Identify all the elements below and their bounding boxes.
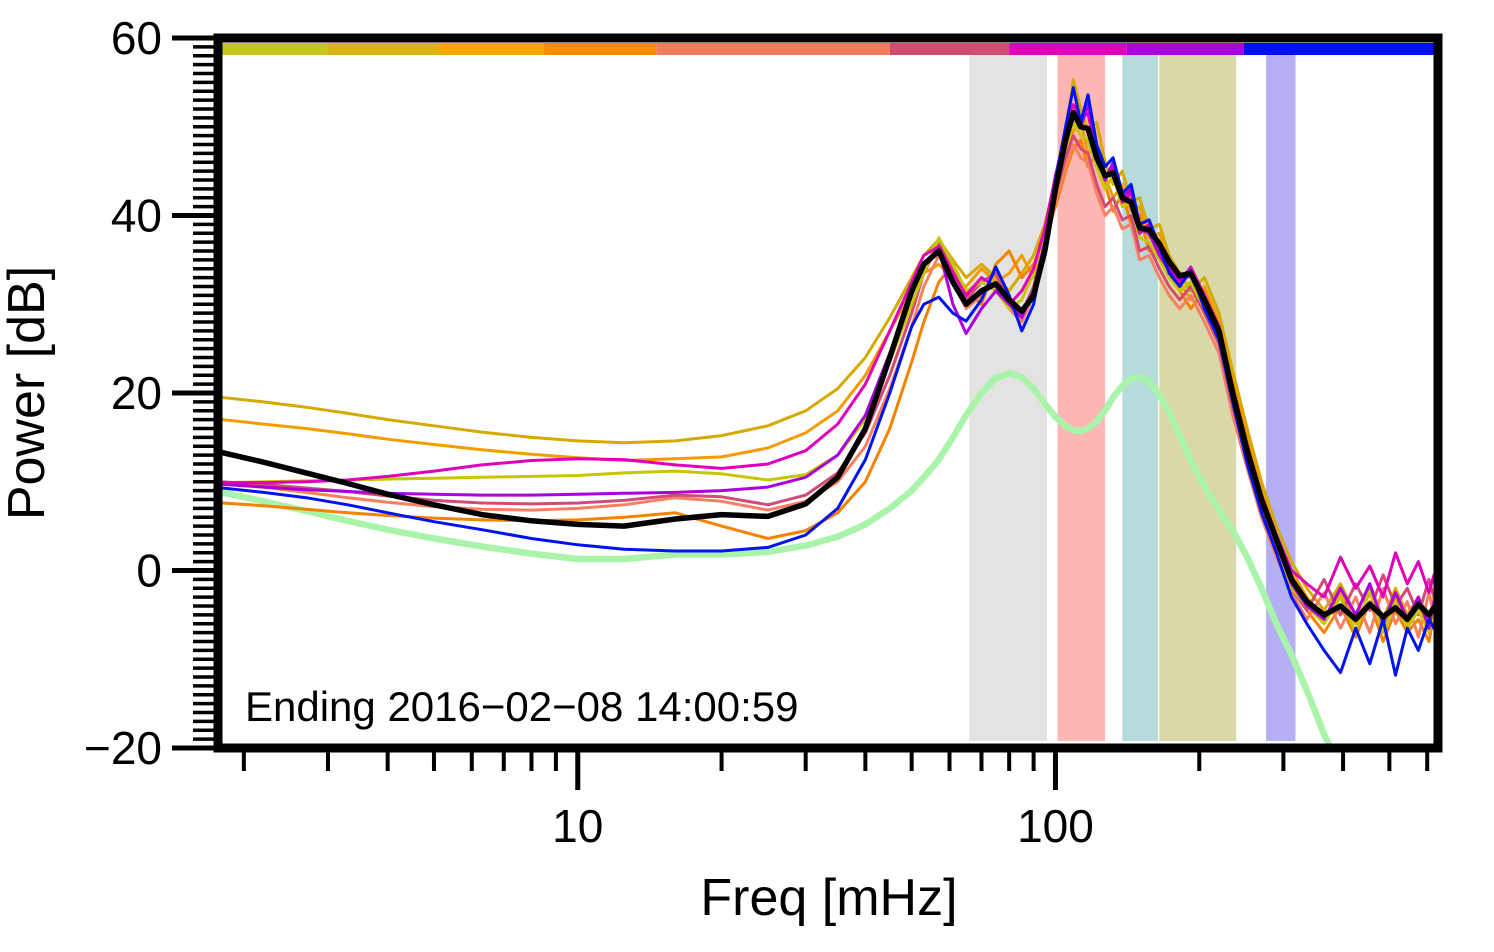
y-axis-title: Power [dB]: [0, 266, 56, 520]
x-tick-label: 100: [1017, 800, 1094, 852]
annotation-ending-time: Ending 2016−02−08 14:00:59: [245, 683, 799, 730]
series-purple-line: [222, 103, 1434, 630]
series-crimson-line: [222, 134, 1434, 617]
top-color-bar: [222, 43, 1434, 55]
band-teal: [1122, 55, 1159, 741]
series-salmon-line: [222, 143, 1434, 639]
series-gold-line: [222, 78, 1434, 621]
spectrum-curves: [222, 78, 1434, 744]
colorbar-segment: [656, 43, 890, 55]
series-yellow-green-line: [222, 120, 1434, 635]
y-tick-label: 40: [111, 190, 162, 242]
plot-frame: [213, 33, 1443, 753]
axis-ticks: [172, 35, 1430, 790]
y-tick-label: 20: [111, 367, 162, 419]
x-axis-title: Freq [mHz]: [700, 869, 957, 927]
colorbar-segment: [438, 43, 545, 55]
colorbar-segment: [889, 43, 1010, 55]
series-blue-line: [222, 86, 1434, 677]
series-orange-line: [222, 120, 1434, 630]
band-gray: [969, 55, 1047, 741]
y-tick-label: 60: [111, 12, 162, 64]
colorbar-segment: [1243, 43, 1434, 55]
series-pale-green-line: [222, 370, 1333, 744]
series-magenta-line: [222, 103, 1434, 599]
colorbar-segment: [544, 43, 657, 55]
y-tick-label: 0: [136, 545, 162, 597]
y-tick-label: −20: [84, 722, 162, 774]
colorbar-segment: [222, 43, 328, 55]
colorbar-segment: [327, 43, 439, 55]
colorbar-segment: [1126, 43, 1244, 55]
colorbar-segment: [1009, 43, 1127, 55]
x-tick-label: 10: [552, 800, 603, 852]
band-olive: [1159, 55, 1237, 741]
series-black-mean-line: [222, 109, 1434, 623]
shaded-bands: [969, 55, 1296, 741]
axis-tick-labels: 10 100 −20 0 20 40 60: [84, 12, 1094, 852]
